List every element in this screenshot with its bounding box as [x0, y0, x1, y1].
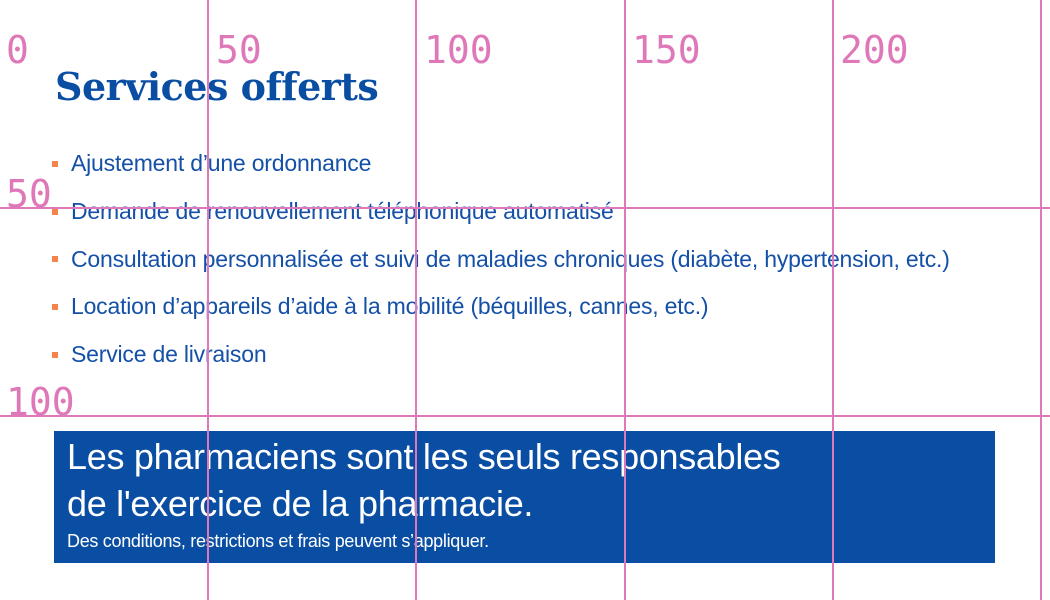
- grid-label: 100: [6, 380, 75, 424]
- list-item: Ajustement d’une ordonnance: [52, 140, 950, 188]
- bullet-icon: [52, 208, 58, 215]
- grid-label: 50: [216, 28, 262, 72]
- disclaimer-banner: Les pharmaciens sont les seuls responsab…: [54, 431, 995, 563]
- disclaimer-line-1: Les pharmaciens sont les seuls responsab…: [67, 436, 781, 477]
- grid-line-horizontal: [0, 415, 1050, 417]
- grid-line-horizontal: [0, 207, 1050, 209]
- grid-label: 100: [424, 28, 493, 72]
- service-label: Consultation personnalisée et suivi de m…: [71, 245, 950, 272]
- grid-line-vertical: [1040, 0, 1042, 600]
- list-item: Location d’appareils d’aide à la mobilit…: [52, 283, 950, 331]
- list-item: Demande de renouvellement téléphonique a…: [52, 188, 950, 236]
- service-label: Ajustement d’une ordonnance: [71, 150, 372, 177]
- grid-line-vertical: [624, 0, 626, 600]
- grid-line-vertical: [415, 0, 417, 600]
- bullet-icon: [52, 256, 58, 263]
- grid-line-vertical: [207, 0, 209, 600]
- disclaimer-note: Des conditions, restrictions et frais pe…: [67, 531, 489, 551]
- grid-label: 200: [840, 28, 909, 72]
- services-list: Ajustement d’une ordonnance Demande de r…: [52, 140, 950, 378]
- grid-line-vertical: [832, 0, 834, 600]
- service-label: Demande de renouvellement téléphonique a…: [71, 198, 614, 225]
- grid-label: 50: [6, 172, 52, 216]
- page-title: Services offerts: [55, 64, 379, 109]
- grid-label: 150: [632, 28, 701, 72]
- bullet-icon: [52, 160, 58, 167]
- disclaimer-line-2: de l'exercice de la pharmacie.: [67, 483, 534, 524]
- grid-label: 0: [6, 28, 29, 72]
- service-label: Service de livraison: [71, 341, 267, 368]
- list-item: Consultation personnalisée et suivi de m…: [52, 235, 950, 283]
- bullet-icon: [52, 351, 58, 358]
- service-label: Location d’appareils d’aide à la mobilit…: [71, 293, 709, 320]
- bullet-icon: [52, 303, 58, 310]
- list-item: Service de livraison: [52, 331, 950, 379]
